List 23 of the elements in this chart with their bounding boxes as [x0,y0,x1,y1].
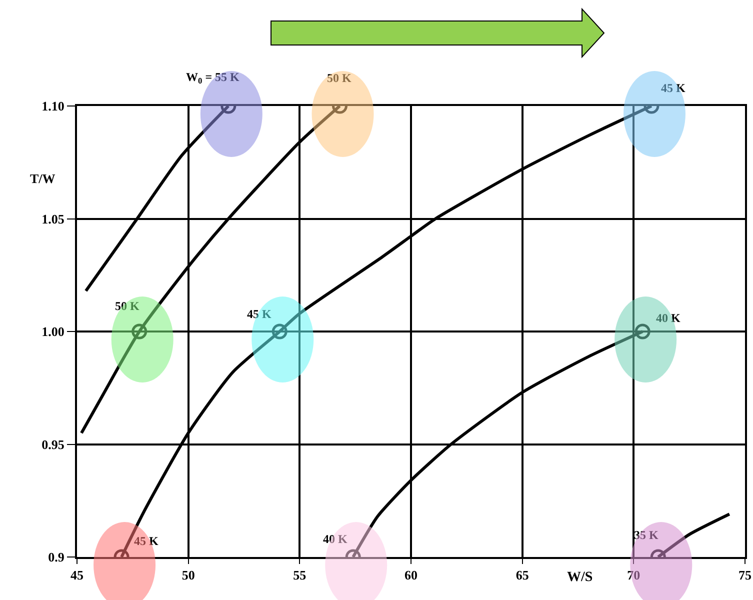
annotation: W$_{0}$ = 55 K [186,70,240,86]
y-tick-label: 1.10 [42,98,64,114]
x-tick-label: 70 [627,568,640,583]
x-axis-title: W/S [567,570,593,585]
x-tick-label: 45 [70,568,84,583]
x-tick-label: 60 [404,568,418,583]
annotation: 50 K [327,71,352,85]
annotation: 45 K [247,307,272,321]
x-tick-label: 75 [738,568,752,583]
annotation: 50 K [115,299,140,313]
x-tick-label: 55 [293,568,307,583]
y-tick-label: 1.00 [42,324,64,340]
annotation: 45 K [134,534,159,548]
y-tick-label: 1.05 [42,211,65,226]
x-tick-label: 65 [516,568,530,583]
annotation: 35 K [634,528,659,542]
annotation: 45 K [661,81,686,95]
annotation: 40 K [656,311,681,325]
x-tick-label: 50 [182,568,195,583]
y-tick-label: 0.9 [48,550,65,565]
y-tick-label: 0.95 [42,436,65,452]
y-axis-title: T/W [30,171,56,186]
annotation: 40 K [323,532,348,546]
